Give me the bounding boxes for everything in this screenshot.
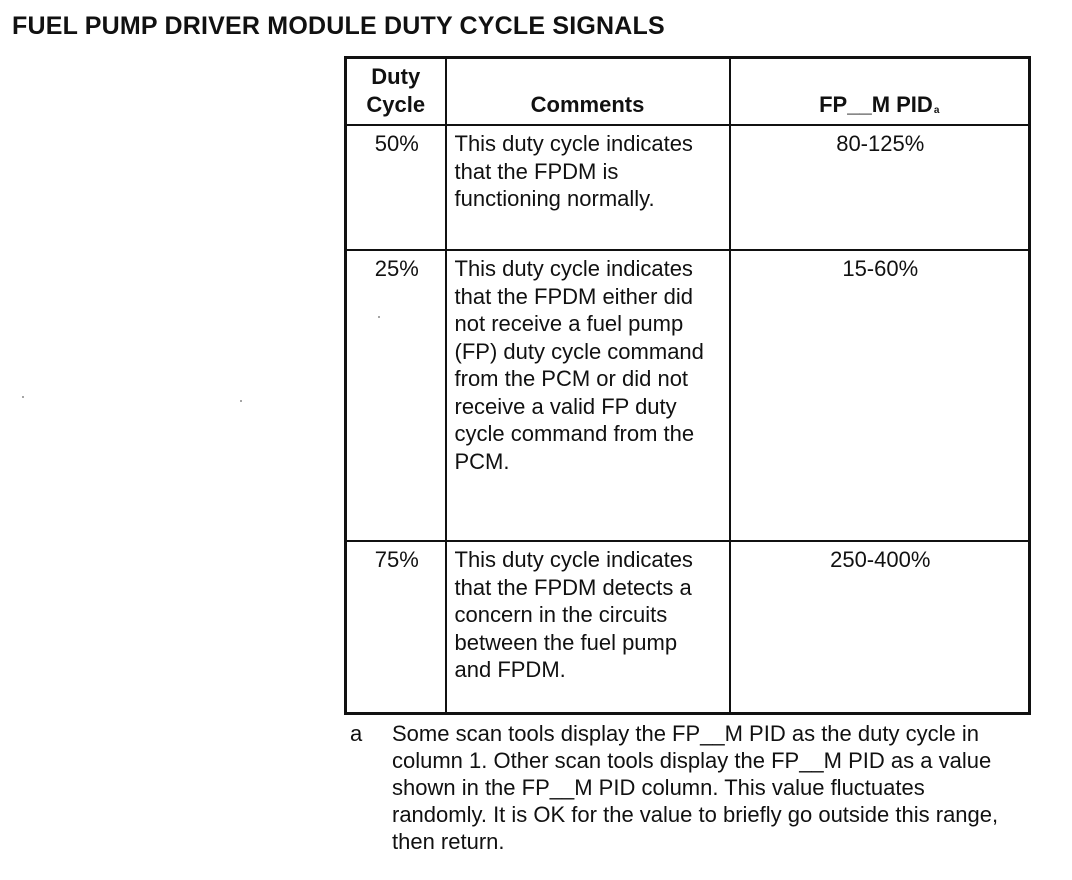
header-duty-cycle-label: Duty Cycle (366, 64, 425, 117)
footnote-reference-mark: a (934, 105, 940, 116)
footnote-letter: a (350, 720, 362, 747)
duty-cycle-cell: 75% (346, 541, 446, 714)
footnote-text: Some scan tools display the FP__M PID as… (392, 720, 1010, 855)
header-comments: Comments (446, 58, 730, 126)
header-comments-label: Comments (531, 92, 645, 117)
footnote: a Some scan tools display the FP__M PID … (350, 720, 1010, 855)
header-pid: FP__M PIDa (730, 58, 1030, 126)
comments-cell: This duty cycle indicates that the FPDM … (446, 250, 730, 541)
table-row: 75% This duty cycle indicates that the F… (346, 541, 1030, 714)
pid-cell: 15-60% (730, 250, 1030, 541)
comments-cell: This duty cycle indicates that the FPDM … (446, 125, 730, 250)
scan-speck (22, 396, 24, 398)
page-title: FUEL PUMP DRIVER MODULE DUTY CYCLE SIGNA… (12, 12, 665, 41)
table-row: 25% This duty cycle indicates that the F… (346, 250, 1030, 541)
table-row: 50% This duty cycle indicates that the F… (346, 125, 1030, 250)
scan-speck (378, 316, 380, 318)
pid-cell: 250-400% (730, 541, 1030, 714)
duty-cycle-table: Duty Cycle Comments FP__M PIDa 50% This … (344, 56, 1031, 715)
duty-cycle-cell: 25% (346, 250, 446, 541)
header-duty-cycle: Duty Cycle (346, 58, 446, 126)
table-header-row: Duty Cycle Comments FP__M PIDa (346, 58, 1030, 126)
pid-cell: 80-125% (730, 125, 1030, 250)
comments-cell: This duty cycle indicates that the FPDM … (446, 541, 730, 714)
duty-cycle-cell: 50% (346, 125, 446, 250)
scan-speck (240, 400, 242, 402)
header-pid-label: FP__M PID (819, 92, 933, 117)
